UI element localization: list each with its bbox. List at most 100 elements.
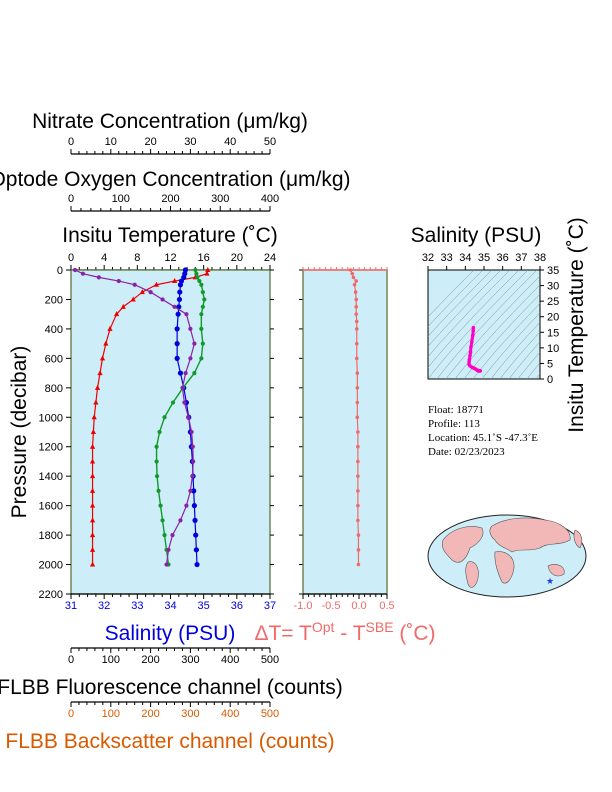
backscatter-axis-label: FLBB Backscatter channel (counts) bbox=[5, 730, 334, 753]
salinity-tick-label: 37 bbox=[264, 600, 276, 612]
salinity-tick-label: 31 bbox=[65, 600, 77, 612]
temperature-point bbox=[130, 296, 136, 302]
fluorescence-tick-label: 400 bbox=[221, 654, 239, 666]
oxygen-point bbox=[157, 429, 162, 435]
profile-date: Date: 02/23/2023 bbox=[428, 446, 505, 458]
ts-x-tick-label: 36 bbox=[497, 252, 509, 264]
oxygen-point bbox=[154, 444, 159, 449]
ts-y-tick-label: 5 bbox=[547, 358, 553, 370]
temperature-tick-label: 16 bbox=[198, 252, 210, 264]
temperature-tick-label: 0 bbox=[68, 252, 74, 264]
oxygen-point bbox=[199, 282, 204, 287]
temperature-point bbox=[89, 532, 96, 538]
nitrate-axis: 0 10 20 30 40 50 bbox=[68, 136, 276, 155]
density-contour bbox=[481, 312, 540, 379]
temperature-point bbox=[205, 267, 211, 272]
fluorescence-tick-label: 100 bbox=[102, 654, 120, 666]
density-contours bbox=[428, 270, 540, 379]
nitrate-axis-label: Nitrate Concentration (μm/kg) bbox=[32, 110, 308, 133]
backscatter-tick-label: 0 bbox=[68, 708, 74, 720]
temperature-point bbox=[89, 502, 96, 508]
backscatter-tick-label: 200 bbox=[141, 708, 159, 720]
oxygen-point bbox=[160, 518, 165, 523]
pressure-tick-label: 1000 bbox=[39, 412, 63, 424]
oxygen-tick-label: 100 bbox=[112, 193, 130, 205]
delta-t-point bbox=[354, 305, 359, 309]
salinity-point bbox=[174, 355, 180, 361]
pressure-tick-label: 1600 bbox=[39, 501, 63, 513]
pressure-tick-label: 0 bbox=[57, 265, 63, 277]
nitrate-point bbox=[116, 278, 121, 284]
density-contour bbox=[517, 351, 540, 379]
oxygen-point bbox=[195, 275, 200, 280]
salinity-point bbox=[192, 517, 198, 523]
salinity-point bbox=[177, 370, 184, 376]
delta-t-point bbox=[356, 459, 360, 464]
delta-t-point bbox=[356, 430, 360, 434]
nitrate-point bbox=[132, 282, 137, 287]
ts-y-tick-label: 35 bbox=[547, 265, 559, 277]
ts-point bbox=[467, 360, 471, 364]
delta-t-tick-label: -0.5 bbox=[322, 600, 341, 612]
ts-plot: 32 33 34 35 36 37 38 0 5 10 15 20 25 30 35 bbox=[422, 252, 559, 386]
delta-t-point bbox=[356, 518, 360, 523]
delta-t-tick-label: -1.0 bbox=[294, 600, 313, 612]
salinity-axis-label: Salinity (PSU) bbox=[105, 622, 236, 645]
oxygen-point bbox=[156, 488, 161, 494]
delta-t-point bbox=[351, 275, 356, 280]
temperature-point bbox=[89, 517, 96, 523]
nitrate-point bbox=[178, 518, 183, 523]
ts-x-tick-label: 37 bbox=[515, 252, 527, 264]
salinity-point bbox=[193, 532, 199, 538]
delta-t-tick-label: 0.0 bbox=[351, 600, 366, 612]
oxygen-tick-label: 0 bbox=[68, 193, 74, 205]
pressure-tick-label: 1200 bbox=[39, 442, 63, 454]
density-contour bbox=[436, 270, 538, 379]
profile-panel bbox=[70, 269, 271, 595]
delta-t-point bbox=[356, 444, 360, 449]
nitrate-point bbox=[180, 385, 185, 390]
nitrate-point bbox=[192, 341, 197, 346]
pressure-tick-label: 200 bbox=[45, 294, 63, 306]
density-contour bbox=[428, 270, 493, 337]
salinity-point bbox=[174, 341, 180, 347]
nitrate-point bbox=[188, 356, 193, 361]
oxygen-point bbox=[162, 532, 167, 538]
salinity-point bbox=[194, 561, 200, 568]
salinity-point bbox=[191, 488, 197, 494]
delta-t-point bbox=[355, 371, 360, 375]
nitrate-point bbox=[164, 562, 169, 567]
delta-t-panel bbox=[302, 269, 388, 595]
ts-point bbox=[471, 328, 475, 333]
ts-point bbox=[468, 353, 472, 358]
temperature-axis-label: Insitu Temperature (˚C) bbox=[62, 224, 278, 247]
salinity-point bbox=[177, 289, 183, 295]
nitrate-point bbox=[188, 326, 193, 332]
delta-t-point bbox=[350, 271, 355, 276]
nitrate-point bbox=[182, 400, 187, 405]
delta-t-point bbox=[355, 400, 360, 405]
pressure-tick-label: 800 bbox=[45, 383, 63, 395]
density-contour bbox=[508, 341, 540, 379]
ts-y-tick-label: 20 bbox=[547, 312, 559, 324]
nitrate-point bbox=[183, 370, 188, 376]
ts-x-tick-label: 32 bbox=[422, 252, 434, 264]
nitrate-point bbox=[96, 275, 101, 280]
nitrate-point bbox=[172, 304, 177, 309]
temperature-tick-label: 24 bbox=[264, 252, 276, 264]
salinity-point bbox=[193, 547, 199, 553]
delta-t-point bbox=[354, 356, 359, 361]
temperature-tick-label: 8 bbox=[134, 252, 140, 264]
temperature-point bbox=[93, 399, 99, 405]
density-contour bbox=[490, 321, 540, 379]
float-position-star-icon: ★ bbox=[546, 576, 554, 586]
nitrate-point bbox=[189, 429, 194, 435]
ts-x-tick-label: 35 bbox=[478, 252, 490, 264]
ts-x-tick-label: 38 bbox=[534, 252, 546, 264]
nitrate-point bbox=[80, 271, 86, 276]
nitrate-point bbox=[186, 415, 191, 420]
oxygen-point bbox=[200, 304, 205, 309]
delta-t-point bbox=[354, 341, 359, 346]
oxygen-point bbox=[200, 289, 205, 295]
backscatter-tick-label: 400 bbox=[221, 708, 239, 720]
